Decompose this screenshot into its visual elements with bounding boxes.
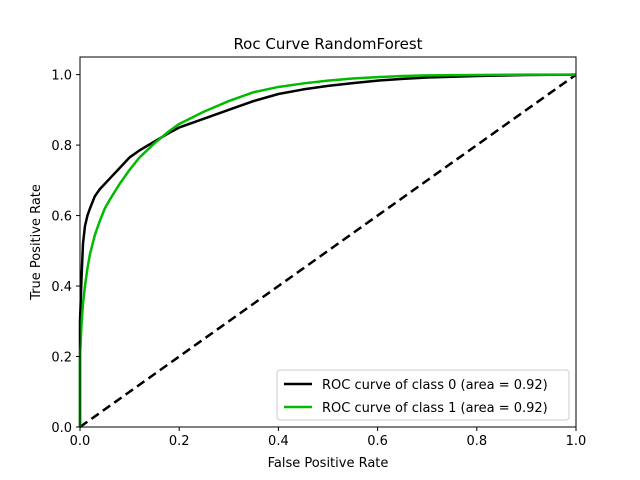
x-tick-label: 1.0 <box>566 434 587 449</box>
series-lines <box>78 73 577 429</box>
roc-line-class-1 <box>78 73 576 427</box>
x-tick-label: 0.0 <box>70 434 91 449</box>
x-tick-label: 0.6 <box>367 434 388 449</box>
legend-box <box>276 369 570 421</box>
x-tick-label: 0.4 <box>268 434 289 449</box>
legend-label-class-1: ROC curve of class 1 (area = 0.92) <box>322 401 548 416</box>
y-axis-label: True Positive Rate <box>29 184 44 301</box>
x-axis-label: False Positive Rate <box>268 456 389 471</box>
plot-area <box>80 57 576 427</box>
chart-title: Roc Curve RandomForest <box>233 35 422 53</box>
y-tick-label: 0.6 <box>51 210 72 225</box>
y-tick-label: 1.0 <box>51 69 72 84</box>
y-tick-label: 0.2 <box>51 351 72 366</box>
legend: ROC curve of class 0 (area = 0.92) ROC c… <box>276 369 570 421</box>
x-tick-label: 0.8 <box>466 434 487 449</box>
x-tick-label: 0.2 <box>169 434 190 449</box>
plot-frame <box>79 56 577 428</box>
y-axis-ticks: 0.0 0.2 0.4 0.6 0.8 1.0 <box>51 69 80 436</box>
y-tick-label: 0.4 <box>51 280 72 295</box>
x-axis-ticks: 0.0 0.2 0.4 0.6 0.8 1.0 <box>70 427 587 449</box>
y-tick-label: 0.8 <box>51 139 72 154</box>
legend-label-class-0: ROC curve of class 0 (area = 0.92) <box>322 378 548 393</box>
y-tick-label: 0.0 <box>51 421 72 436</box>
chance-diagonal-line <box>79 73 577 429</box>
